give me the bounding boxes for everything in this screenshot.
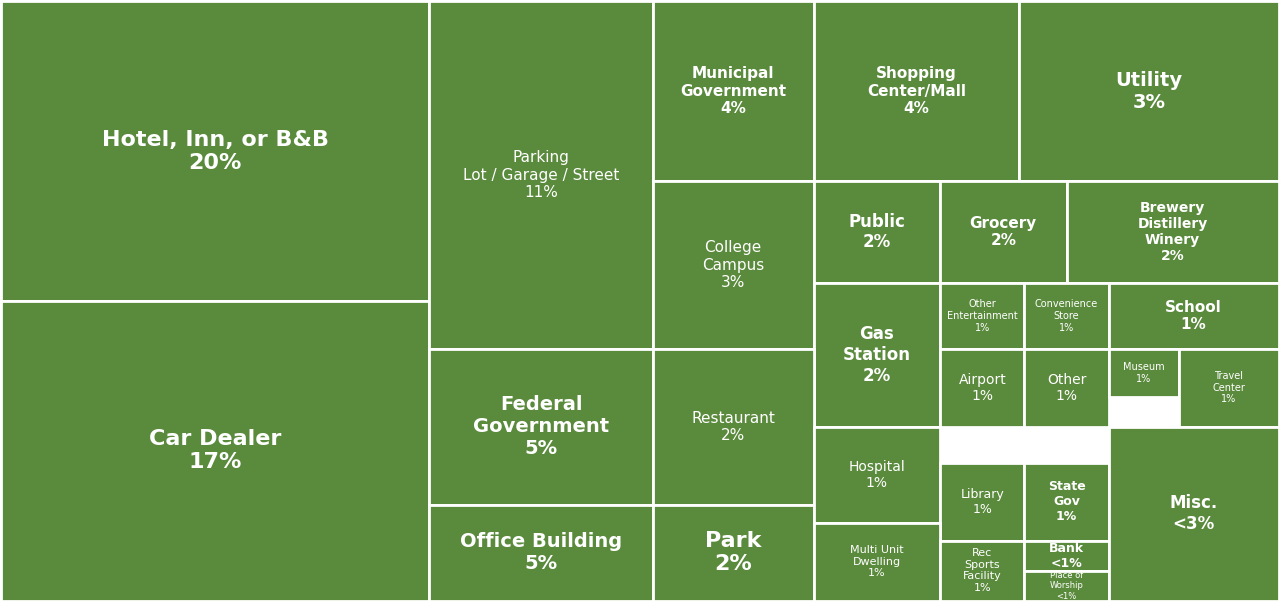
Text: Municipal
Government
4%: Municipal Government 4% (680, 66, 786, 116)
Bar (1024, 349, 1108, 427)
Text: Bank
<1%: Bank <1% (1050, 542, 1084, 569)
Bar (1024, 283, 1108, 349)
Bar (1108, 427, 1279, 601)
Text: Travel
Center
1%: Travel Center 1% (1212, 371, 1245, 405)
Bar (940, 283, 1024, 349)
Text: Car Dealer
17%: Car Dealer 17% (150, 429, 282, 473)
Text: Public
2%: Public 2% (849, 213, 905, 252)
Bar (814, 181, 940, 283)
Bar (653, 504, 814, 601)
Text: Museum
1%: Museum 1% (1123, 362, 1165, 383)
Text: Utility
3%: Utility 3% (1115, 71, 1183, 112)
Text: Hospital
1%: Hospital 1% (849, 460, 905, 490)
Bar (429, 504, 653, 601)
Text: Park
2%: Park 2% (705, 531, 762, 574)
Bar (653, 181, 814, 349)
Bar (1024, 463, 1108, 541)
Text: Airport
1%: Airport 1% (959, 373, 1006, 403)
Bar (1066, 181, 1279, 283)
Text: Gas
Station
2%: Gas Station 2% (844, 325, 911, 385)
Bar (1024, 541, 1108, 571)
Bar (429, 1, 653, 349)
Text: Other
1%: Other 1% (1047, 373, 1087, 403)
Bar (814, 427, 940, 523)
Bar (653, 349, 814, 504)
Bar (940, 349, 1024, 427)
Bar (940, 463, 1024, 541)
Bar (1108, 349, 1179, 397)
Text: Grocery
2%: Grocery 2% (970, 216, 1037, 248)
Bar (1019, 1, 1279, 181)
Text: Misc.
<3%: Misc. <3% (1170, 494, 1217, 533)
Text: College
Campus
3%: College Campus 3% (703, 240, 764, 290)
Bar (940, 181, 1066, 283)
Bar (814, 1, 1019, 181)
Bar (1, 301, 429, 601)
Text: Federal
Government
5%: Federal Government 5% (472, 396, 609, 458)
Text: Other
Entertainment
1%: Other Entertainment 1% (947, 299, 1018, 332)
Text: State
Gov
1%: State Gov 1% (1048, 480, 1085, 523)
Text: School
1%: School 1% (1165, 300, 1222, 332)
Bar (814, 523, 940, 601)
Text: Office Building
5%: Office Building 5% (460, 532, 622, 573)
Text: Shopping
Center/Mall
4%: Shopping Center/Mall 4% (867, 66, 966, 116)
Text: Brewery
Distillery
Winery
2%: Brewery Distillery Winery 2% (1138, 201, 1208, 264)
Bar (814, 283, 940, 427)
Bar (1, 1, 429, 301)
Text: Rec
Sports
Facility
1%: Rec Sports Facility 1% (963, 548, 1002, 593)
Bar (1024, 571, 1108, 601)
Text: Multi Unit
Dwelling
1%: Multi Unit Dwelling 1% (850, 545, 904, 579)
Bar (940, 541, 1024, 601)
Bar (1108, 283, 1279, 349)
Text: Restaurant
2%: Restaurant 2% (691, 411, 776, 443)
Text: Place of
Worship
<1%: Place of Worship <1% (1050, 571, 1084, 601)
Bar (1179, 349, 1279, 427)
Bar (653, 1, 814, 181)
Text: Library
1%: Library 1% (960, 488, 1005, 516)
Text: Hotel, Inn, or B&B
20%: Hotel, Inn, or B&B 20% (102, 129, 329, 173)
Text: Convenience
Store
1%: Convenience Store 1% (1036, 299, 1098, 332)
Text: Parking
Lot / Garage / Street
11%: Parking Lot / Garage / Street 11% (463, 150, 620, 200)
Bar (429, 349, 653, 504)
